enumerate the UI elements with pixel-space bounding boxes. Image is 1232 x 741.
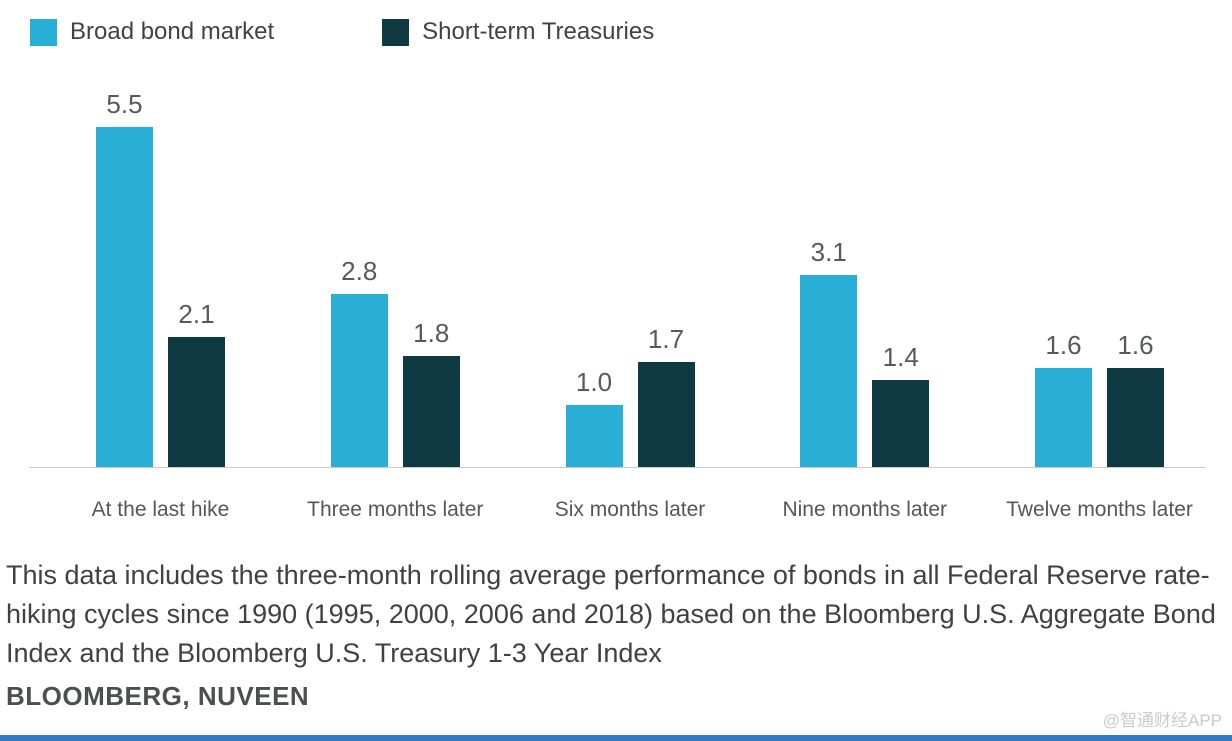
bar-column: 1.6 [1035, 330, 1092, 467]
category-label: Nine months later [782, 498, 948, 521]
bar-broad-bond-market [96, 127, 153, 467]
bar-column: 3.1 [800, 237, 858, 467]
bar-short-term-treasuries [637, 362, 695, 467]
bar-pair: 2.8 1.8 [330, 256, 460, 467]
bar-column: 2.8 [330, 256, 388, 467]
bar-short-term-treasuries [872, 380, 930, 467]
bar-broad-bond-market [565, 405, 623, 467]
bar-group: 5.5 2.1 [96, 89, 225, 467]
bar-column: 1.0 [565, 367, 623, 467]
bar-column: 1.7 [637, 324, 695, 467]
bar-group: 3.1 1.4 [800, 237, 930, 467]
bar-value-label: 1.6 [1045, 330, 1082, 360]
category-label: Six months later [554, 498, 706, 521]
bar-pair: 1.6 1.6 [1035, 330, 1164, 467]
category-label: Three months later [307, 498, 484, 521]
bar-short-term-treasuries [168, 337, 225, 467]
bar-group: 2.8 1.8 [330, 256, 460, 467]
bar-broad-bond-market [800, 275, 858, 467]
bar-pair: 5.5 2.1 [96, 89, 225, 467]
bar-pair: 3.1 1.4 [800, 237, 930, 467]
watermark-text: @智通财经APP [1102, 711, 1222, 730]
bar-short-term-treasuries [1107, 368, 1164, 467]
bar-value-label: 1.6 [1117, 330, 1154, 360]
bar-chart: 5.5 2.1 2.8 1.8 1.0 1.7 3.1 1.4 1.6 1.6 At the la… [0, 67, 1232, 522]
chart-source: BLOOMBERG, NUVEEN [6, 681, 310, 711]
bar-value-label: 1.7 [647, 324, 685, 354]
chart-footnote: This data includes the three-month rolli… [6, 560, 1216, 668]
bar-value-label: 1.4 [882, 342, 919, 372]
bottom-accent-bar [0, 735, 1232, 741]
bar-value-label: 3.1 [810, 237, 847, 267]
bar-value-label: 2.8 [341, 256, 378, 286]
bar-column: 1.8 [402, 318, 460, 467]
category-labels: At the last hike Three months later Six mo… [0, 498, 1232, 522]
bar-value-label: 1.8 [413, 318, 450, 348]
bar-column: 5.5 [96, 89, 153, 467]
legend-item-broad-bond-market: Broad bond market [30, 18, 274, 46]
legend-label-short-term-treasuries: Short-term Treasuries [422, 18, 655, 45]
category-label: At the last hike [91, 498, 230, 521]
bar-broad-bond-market [330, 294, 388, 467]
bar-value-label: 1.0 [575, 367, 613, 397]
bar-value-label: 2.1 [178, 299, 215, 329]
legend-label-broad-bond-market: Broad bond market [70, 18, 275, 45]
bar-group: 1.0 1.7 [565, 324, 695, 467]
x-axis-line [30, 467, 1206, 468]
bar-column: 1.4 [872, 342, 930, 467]
bar-pair: 1.0 1.7 [565, 324, 695, 467]
chart-legend: Broad bond market Short-term Treasuries [0, 0, 1232, 46]
bar-group: 1.6 1.6 [1035, 330, 1164, 467]
legend-item-short-term-treasuries: Short-term Treasuries [382, 18, 654, 46]
bar-column: 2.1 [168, 299, 225, 467]
category-label: Twelve months later [1006, 498, 1193, 521]
chart-groups: 5.5 2.1 2.8 1.8 1.0 1.7 3.1 1.4 1.6 1.6 [0, 67, 1232, 467]
bar-value-label: 5.5 [106, 89, 143, 119]
legend-swatch-broad-bond-icon [30, 18, 57, 46]
legend-swatch-short-term-icon [382, 18, 410, 46]
bar-short-term-treasuries [402, 356, 460, 467]
bar-column: 1.6 [1107, 330, 1164, 467]
bar-broad-bond-market [1035, 368, 1092, 467]
